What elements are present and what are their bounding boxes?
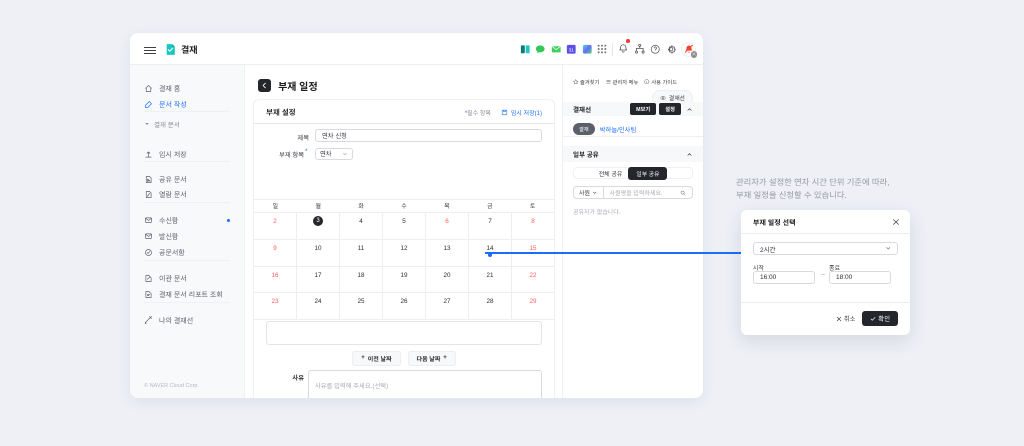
svg-text:31: 31	[569, 47, 575, 53]
